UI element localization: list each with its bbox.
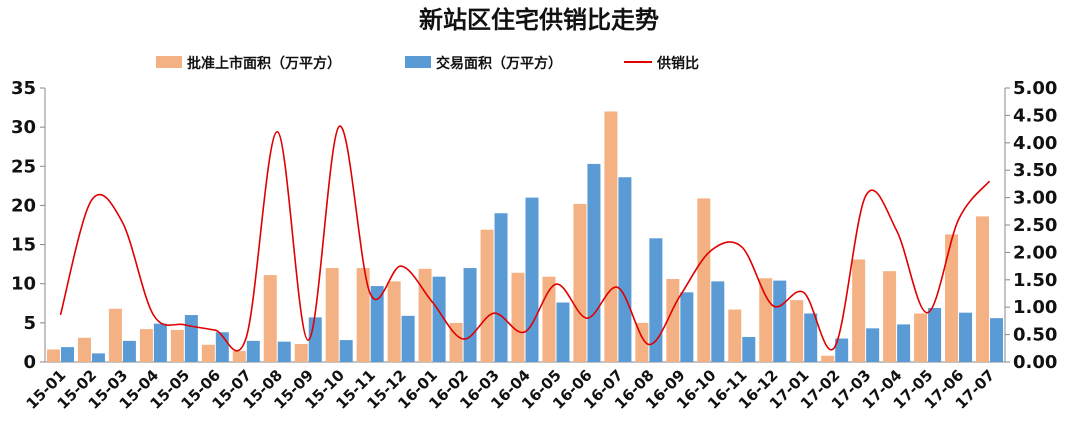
y-right-tick-label: 2.50 bbox=[1013, 215, 1057, 236]
bar-traded-area bbox=[246, 340, 260, 362]
bar-traded-area bbox=[618, 177, 632, 362]
y-right-tick-label: 0.50 bbox=[1013, 325, 1057, 346]
bar-traded-area bbox=[277, 341, 291, 362]
bar-approved-area bbox=[46, 349, 60, 362]
bar-approved-area bbox=[449, 322, 463, 362]
line-supply-sales-ratio bbox=[59, 125, 991, 352]
bar-approved-area bbox=[604, 111, 618, 362]
y-left-tick-label: 30 bbox=[11, 117, 36, 138]
y-right-tick-label: 5.00 bbox=[1013, 78, 1057, 99]
bar-approved-area bbox=[201, 344, 215, 362]
bar-traded-area bbox=[649, 238, 663, 362]
bar-approved-area bbox=[883, 271, 897, 362]
y-right-tick-label: 4.00 bbox=[1013, 133, 1057, 154]
bar-approved-area bbox=[666, 279, 680, 362]
bar-traded-area bbox=[680, 292, 694, 362]
bar-traded-area bbox=[60, 347, 74, 362]
bar-traded-area bbox=[308, 317, 322, 362]
bar-approved-area bbox=[108, 308, 122, 362]
bar-traded-area bbox=[122, 340, 136, 362]
bar-traded-area bbox=[525, 197, 539, 362]
bar-traded-area bbox=[432, 276, 446, 362]
y-left-tick-label: 35 bbox=[11, 78, 36, 99]
y-right-tick-label: 4.50 bbox=[1013, 105, 1057, 126]
bar-approved-area bbox=[728, 309, 742, 362]
legend-swatch-traded bbox=[405, 56, 431, 68]
bar-approved-area bbox=[418, 268, 432, 362]
y-right-tick-label: 3.50 bbox=[1013, 160, 1057, 181]
bar-traded-area bbox=[897, 324, 911, 362]
bar-traded-area bbox=[494, 213, 508, 362]
bar-approved-area bbox=[232, 351, 246, 362]
bar-traded-area bbox=[463, 268, 477, 362]
y-left-tick-label: 5 bbox=[23, 313, 36, 334]
legend-label-traded: 交易面积（万平方） bbox=[436, 55, 562, 72]
y-right-tick-label: 3.00 bbox=[1013, 188, 1057, 209]
bar-traded-area bbox=[773, 280, 787, 362]
y-right-tick-label: 1.00 bbox=[1013, 297, 1057, 318]
bar-approved-area bbox=[325, 268, 339, 362]
bar-traded-area bbox=[711, 281, 725, 362]
bar-approved-area bbox=[263, 275, 277, 362]
bar-traded-area bbox=[804, 313, 818, 362]
bar-approved-area bbox=[697, 198, 711, 362]
y-left-tick-label: 25 bbox=[11, 156, 36, 177]
y-left-tick-label: 15 bbox=[11, 235, 36, 256]
bar-traded-area bbox=[835, 338, 849, 362]
bar-approved-area bbox=[790, 300, 804, 362]
bar-approved-area bbox=[945, 234, 959, 362]
y-right-tick-label: 2.00 bbox=[1013, 242, 1057, 263]
bar-approved-area bbox=[480, 229, 494, 362]
bar-approved-area bbox=[821, 355, 835, 362]
chart-title: 新站区住宅供销比走势 bbox=[419, 6, 659, 34]
bar-traded-area bbox=[370, 286, 384, 362]
bar-approved-area bbox=[852, 259, 866, 362]
bar-traded-area bbox=[990, 318, 1004, 362]
bar-traded-area bbox=[91, 353, 105, 362]
bar-approved-area bbox=[635, 322, 649, 362]
bar-traded-area bbox=[587, 163, 601, 362]
bar-approved-area bbox=[170, 329, 184, 362]
plot-area: 0 5 10 15 20 25 30 35 0.00 0.50 1.00 1.50 2.00 2.50 3.… bbox=[11, 78, 1057, 413]
bar-traded-area bbox=[959, 312, 973, 362]
bar-approved-area bbox=[976, 216, 990, 362]
legend-swatch-approved bbox=[156, 56, 182, 68]
bar-traded-area bbox=[866, 328, 880, 362]
bar-approved-area bbox=[356, 268, 370, 362]
bar-approved-area bbox=[387, 281, 401, 362]
bar-traded-area bbox=[556, 302, 570, 362]
bar-approved-area bbox=[511, 272, 525, 362]
y-left-tick-label: 20 bbox=[11, 195, 36, 216]
bar-traded-area bbox=[401, 315, 415, 362]
bar-approved-area bbox=[294, 343, 308, 362]
bar-approved-area bbox=[914, 313, 928, 362]
y-left-tick-label: 10 bbox=[11, 274, 36, 295]
legend: 批准上市面积（万平方） 交易面积（万平方） 供销比 bbox=[156, 55, 699, 72]
bar-traded-area bbox=[339, 340, 353, 362]
y-right-tick-label: 0.00 bbox=[1013, 352, 1057, 373]
bar-traded-area bbox=[184, 315, 198, 362]
bar-approved-area bbox=[139, 329, 153, 362]
bar-approved-area bbox=[573, 203, 587, 362]
bar-traded-area bbox=[153, 323, 167, 362]
y-left-tick-label: 0 bbox=[23, 352, 36, 373]
bar-traded-area bbox=[742, 336, 756, 362]
y-right-tick-label: 1.50 bbox=[1013, 270, 1057, 291]
bar-traded-area bbox=[928, 307, 942, 362]
legend-label-ratio: 供销比 bbox=[656, 55, 699, 72]
bar-approved-area bbox=[77, 337, 91, 362]
bar-approved-area bbox=[759, 278, 773, 362]
legend-label-approved: 批准上市面积（万平方） bbox=[187, 55, 341, 72]
